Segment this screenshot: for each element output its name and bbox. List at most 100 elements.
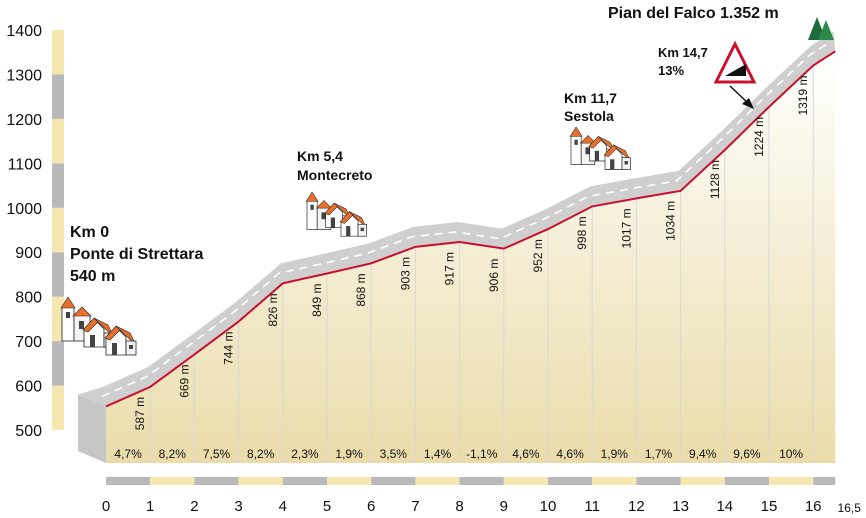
x-tick-label-12: 12: [628, 498, 645, 515]
y-axis-band-7: [52, 74, 64, 119]
y-tick-label-1200: 1200: [6, 112, 42, 129]
montecreto-place-label: Montecreto: [297, 167, 372, 183]
profile-line-layer: [105, 50, 836, 408]
y-tick-label-900: 900: [15, 245, 42, 262]
max-grade-annotation: Km 14,7 13%: [658, 45, 708, 78]
max-grade-km-label: Km 14,7: [658, 45, 708, 60]
elevation-label-km-6: 868 m: [354, 273, 368, 306]
x-tick-label-2: 2: [190, 498, 198, 515]
start-place-label: Ponte di Strettara: [70, 246, 203, 263]
x-tick-label-5: 5: [323, 498, 331, 515]
y-axis-band-8: [52, 29, 64, 75]
elevation-label-km-2: 669 m: [177, 364, 191, 397]
max-grade-percent-label: 13%: [658, 63, 684, 78]
y-axis: 500 600 700 800 900 1000 1100 1200 1300 1400: [6, 23, 64, 440]
x-axis-band-5: [327, 477, 372, 485]
elevation-label-km-1: 587 m: [133, 397, 147, 430]
x-tick-label-0: 0: [102, 498, 110, 515]
gradient-label-0: 4,7%: [114, 447, 142, 461]
x-axis-band-1: [150, 477, 195, 485]
x-axis-band-13: [680, 477, 725, 485]
elevation-label-km-3: 744 m: [222, 332, 236, 365]
profile-area-fill: [106, 51, 836, 463]
x-tick-label-10: 10: [540, 498, 557, 515]
elevation-label-km-5: 849 m: [310, 284, 324, 317]
gradient-labels-layer: 4,7% 8,2% 7,5% 8,2% 2,3% 1,9% 3,5% 1,4% -1,1% 4,6…: [114, 447, 803, 461]
gradient-label-7: 1,4%: [424, 447, 452, 461]
x-axis-band-2: [194, 477, 239, 485]
x-axis-band-15: [769, 477, 814, 485]
x-axis-band-7: [415, 477, 460, 485]
y-tick-label-1300: 1300: [6, 67, 42, 84]
gradient-label-13: 9,4%: [689, 447, 717, 461]
elevation-label-km-13: 1034 m: [664, 201, 678, 241]
x-tick-label-16,5: 16,5: [838, 501, 862, 515]
gradient-label-9: 4,6%: [512, 447, 540, 461]
x-tick-label-6: 6: [367, 498, 375, 515]
x-tick-label-16: 16: [805, 498, 822, 515]
y-tick-label-700: 700: [15, 334, 42, 351]
x-axis-band-6: [371, 477, 416, 485]
x-tick-label-8: 8: [455, 498, 463, 515]
gradient-label-14: 9,6%: [733, 447, 761, 461]
x-axis-band-10: [548, 477, 593, 485]
plot-fill-layer: [106, 51, 836, 463]
y-axis-band-3: [52, 252, 64, 297]
y-axis-band-5: [52, 163, 64, 208]
montecreto-village-icon: [305, 191, 367, 237]
summit-title: Pian del Falco 1.352 m: [608, 5, 779, 22]
x-tick-label-1: 1: [146, 498, 154, 515]
x-axis-band-0: [106, 477, 151, 485]
elevation-label-km-4: 826 m: [266, 293, 280, 326]
x-axis-band-4: [282, 477, 327, 485]
road-side-face: [78, 394, 106, 463]
elevation-label-km-10: 952 m: [531, 239, 545, 272]
max-grade-arrow: [729, 85, 754, 109]
summit-trees-icon: [808, 17, 834, 40]
gradient-label-15: 10%: [779, 447, 803, 461]
x-axis: 0 1 2 3 4 5 6 7 8 9 10 11 12 13 14 15 16 16,5: [102, 477, 861, 515]
start-annotation: Km 0 Ponte di Strettara 540 m: [70, 224, 203, 285]
start-elevation-label: 540 m: [70, 268, 115, 285]
elevation-label-km-11: 998 m: [575, 216, 589, 249]
sestola-annotation: Km 11,7 Sestola: [564, 90, 617, 124]
road-center-line: [101, 40, 832, 398]
elevation-label-km-16: 1319 m: [796, 76, 810, 116]
x-axis-band-16: [813, 477, 836, 485]
x-axis-band-12: [636, 477, 681, 485]
x-tick-label-3: 3: [234, 498, 242, 515]
x-axis-band-8: [459, 477, 504, 485]
y-tick-label-1000: 1000: [6, 201, 42, 218]
y-tick-label-800: 800: [15, 290, 42, 307]
x-tick-label-15: 15: [761, 498, 778, 515]
y-axis-band-1: [52, 341, 64, 386]
x-tick-label-7: 7: [411, 498, 419, 515]
elevation-labels-layer: 587 m 669 m 744 m 826 m 849 m 868 m 903 m 917 m…: [133, 76, 810, 431]
elevation-label-km-14: 1128 m: [708, 160, 722, 199]
x-tick-label-11: 11: [584, 498, 600, 515]
montecreto-km-label: Km 5,4: [297, 148, 343, 164]
gradient-label-2: 7,5%: [203, 447, 231, 461]
profile-line: [105, 50, 836, 408]
gradient-label-11: 1,9%: [601, 447, 629, 461]
gradient-label-8: -1,1%: [466, 447, 498, 461]
sestola-place-label: Sestola: [564, 108, 614, 124]
gridlines-layer: [149, 65, 814, 463]
gradient-label-5: 1,9%: [335, 447, 363, 461]
elevation-label-km-7: 903 m: [398, 257, 412, 290]
y-tick-label-600: 600: [15, 379, 42, 396]
road-band: [78, 31, 836, 407]
x-axis-band-11: [592, 477, 637, 485]
x-tick-label-14: 14: [716, 498, 733, 515]
gradient-label-6: 3,5%: [380, 447, 408, 461]
y-tick-label-1100: 1100: [8, 156, 43, 173]
x-tick-label-13: 13: [672, 498, 689, 515]
x-axis-band-3: [238, 477, 283, 485]
x-axis-band-14: [724, 477, 769, 485]
start-km-label: Km 0: [70, 224, 109, 241]
elevation-label-km-8: 917 m: [443, 252, 457, 285]
montecreto-annotation: Km 5,4 Montecreto: [297, 148, 372, 183]
y-tick-label-500: 500: [15, 423, 42, 440]
sestola-km-label: Km 11,7: [564, 90, 617, 106]
